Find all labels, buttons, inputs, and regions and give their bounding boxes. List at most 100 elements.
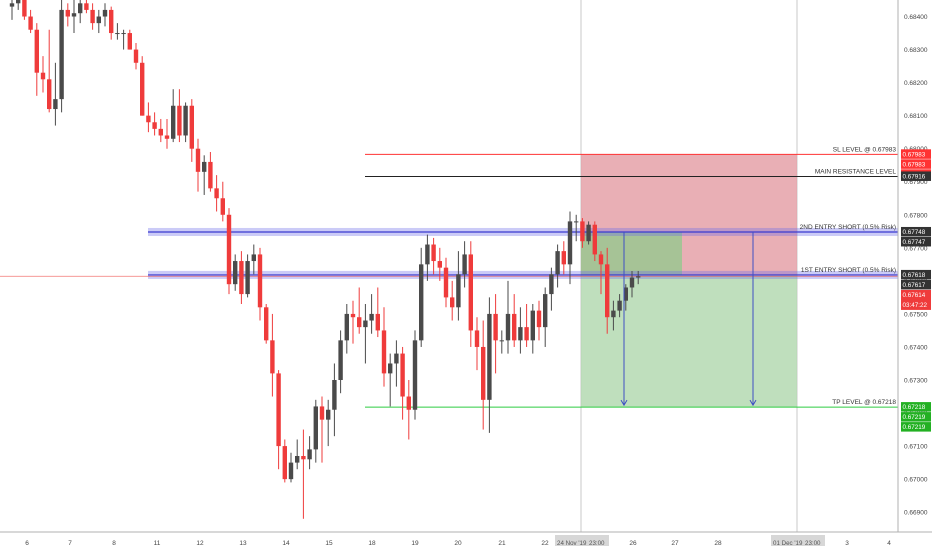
candle-body xyxy=(152,122,157,129)
date-tick-label: 11 xyxy=(154,540,161,547)
level-label-2: 2ND ENTRY SHORT (0.5% Risk) xyxy=(800,224,896,231)
bar-countdown: 03:47:22 xyxy=(903,302,928,309)
candle-body xyxy=(530,310,535,341)
price-tick-label: 0.68100 xyxy=(904,113,928,120)
candle-body xyxy=(592,224,597,255)
candle-body xyxy=(264,307,269,341)
date-tick-label: 13 xyxy=(239,540,247,547)
price-badge xyxy=(901,171,931,181)
candle-body xyxy=(518,327,523,341)
candle-body xyxy=(431,244,436,262)
date-highlight-label: 24 Nov '19 xyxy=(557,540,587,547)
candle-body xyxy=(251,254,256,262)
candlesticks xyxy=(9,0,641,519)
candle-body xyxy=(326,409,331,420)
date-axis-background xyxy=(0,532,932,550)
candle-body xyxy=(605,264,610,318)
date-highlight-box xyxy=(555,535,609,546)
candle-body xyxy=(381,330,387,374)
candle-body xyxy=(505,313,511,341)
candle-body xyxy=(543,294,548,328)
candle-body xyxy=(146,115,151,123)
date-axis[interactable]: 678111213141518192021222526272823424 Nov… xyxy=(0,531,932,550)
candle-body xyxy=(474,330,480,347)
date-tick-label: 15 xyxy=(325,540,333,547)
candle-body xyxy=(598,254,604,265)
candle-body xyxy=(102,9,108,17)
level-lines xyxy=(0,153,898,408)
candle-body xyxy=(158,128,163,136)
target-arrow-head xyxy=(749,399,757,407)
candle-body xyxy=(53,99,58,110)
candle-body xyxy=(580,221,585,242)
candle-body xyxy=(611,310,616,318)
candle-body xyxy=(189,105,194,149)
candle-body xyxy=(375,313,380,331)
candle-body xyxy=(257,254,263,308)
price-tick-label: 0.68200 xyxy=(904,80,928,87)
candle-body xyxy=(78,3,83,14)
candle-body xyxy=(574,221,579,223)
price-badge xyxy=(901,236,931,247)
candle-body xyxy=(276,373,281,447)
candle-body xyxy=(47,79,52,110)
level-labels: SL LEVEL @ 0.67983 MAIN RESISTANCE LEVEL 2… xyxy=(800,146,897,406)
candle-body xyxy=(617,300,622,311)
candle-body xyxy=(140,62,145,116)
price-tick-label: 0.68300 xyxy=(904,47,928,54)
candle-body xyxy=(412,340,418,410)
price-badge-text: 0.67747 xyxy=(903,239,926,246)
candle-body xyxy=(202,161,207,172)
candle-body xyxy=(567,221,573,265)
date-tick-label: 8 xyxy=(112,540,116,547)
candle-body xyxy=(456,274,461,308)
candle-body xyxy=(127,33,132,50)
candle-body xyxy=(171,105,176,139)
candle-body xyxy=(233,261,238,285)
candle-body xyxy=(536,310,542,328)
price-tick-label: 0.66900 xyxy=(904,510,928,517)
candle-body xyxy=(462,254,467,275)
candle-body xyxy=(344,313,349,341)
date-tick-label: 12 xyxy=(196,540,204,547)
price-tick-label: 0.67800 xyxy=(904,212,928,219)
candle-body xyxy=(177,105,182,136)
candle-body xyxy=(22,0,27,17)
price-badges: 0.679830.679830.679830.679160.677480.677… xyxy=(901,149,931,432)
price-badge-text: 0.67617 xyxy=(903,282,926,289)
candle-body xyxy=(59,9,64,100)
candle-body xyxy=(239,261,244,295)
candle-body xyxy=(28,16,33,30)
price-tick-label: 0.67100 xyxy=(904,444,928,451)
candle-body xyxy=(313,406,318,450)
date-tick-label: 28 xyxy=(714,540,722,547)
price-badge-text: 0.67218 xyxy=(903,404,926,411)
date-highlight-time: 23:00 xyxy=(589,540,605,547)
target-arrows xyxy=(620,231,757,407)
entry-bands xyxy=(148,227,898,279)
candle-body xyxy=(487,313,492,400)
candle-body xyxy=(164,135,170,139)
price-tick-label: 0.67000 xyxy=(904,477,928,484)
candle-body xyxy=(282,446,287,480)
candle-body xyxy=(307,449,312,460)
price-badge xyxy=(901,159,931,169)
candle-body xyxy=(270,340,275,374)
price-badge xyxy=(901,269,931,280)
price-tick-label: 0.67500 xyxy=(904,311,928,318)
price-badge-text: 0.67618 xyxy=(903,272,926,279)
candle-body xyxy=(115,33,120,35)
price-badge-text: 0.67748 xyxy=(903,229,926,236)
level-label-3: 1ST ENTRY SHORT (0.5% Risk) xyxy=(801,267,896,274)
candle-body xyxy=(512,313,517,341)
candle-body xyxy=(208,161,213,189)
candle-body xyxy=(109,9,114,34)
partial-fill-zone xyxy=(581,231,682,275)
candle-body xyxy=(419,264,424,341)
candle-body xyxy=(133,49,139,63)
candle-body xyxy=(40,72,46,80)
price-badge-text: 0.67983 xyxy=(903,161,926,168)
candle-body xyxy=(183,105,188,136)
